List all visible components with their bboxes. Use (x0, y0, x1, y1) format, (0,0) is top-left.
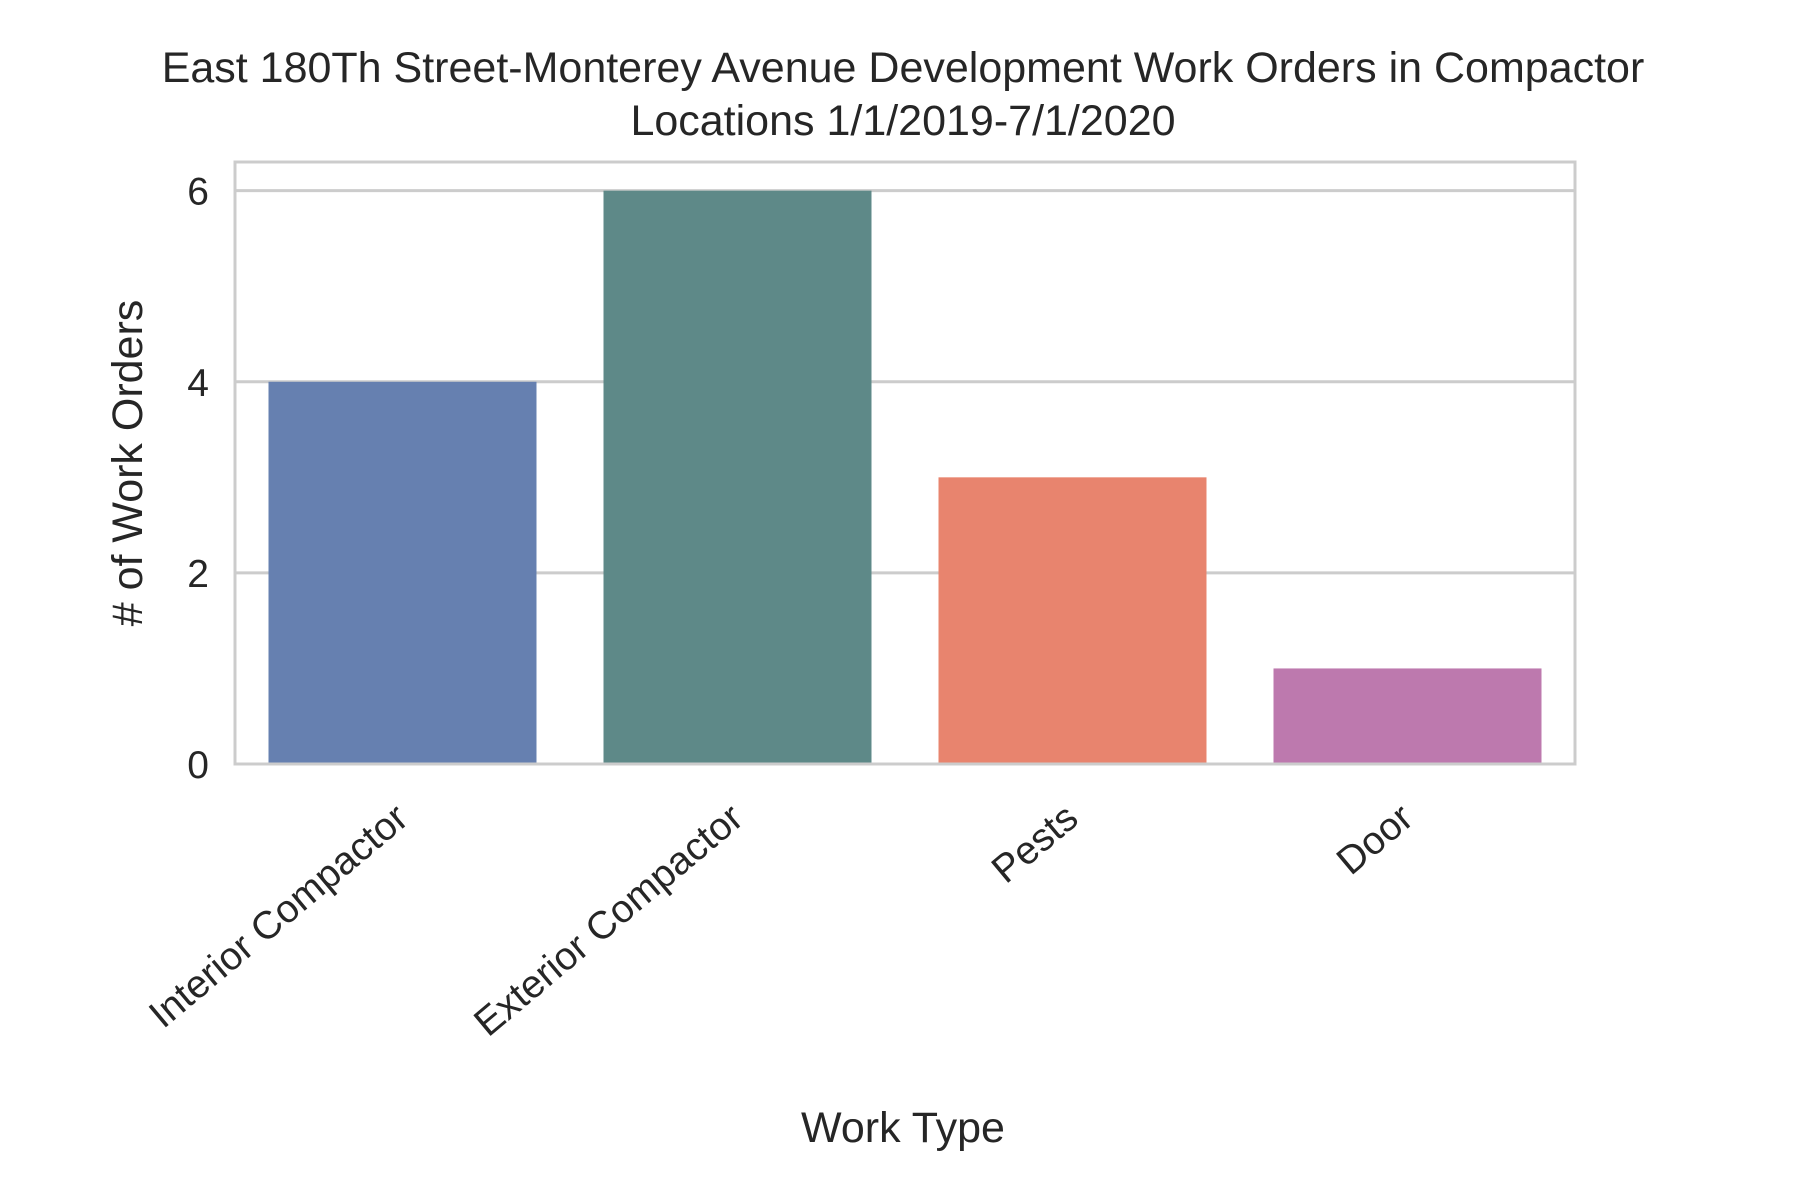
x-tick-label: Interior Compactor (141, 796, 416, 1037)
y-axis-label: # of Work Orders (104, 300, 152, 627)
x-tick-label: Exterior Compactor (466, 796, 751, 1045)
x-axis-label: Work Type (801, 1104, 1005, 1152)
chart-title-line-2: Locations 1/1/2019-7/1/2020 (630, 97, 1175, 145)
x-tick-label: Door (1329, 796, 1421, 883)
bar-pests (938, 477, 1207, 764)
chart-title: East 180Th Street-Monterey Avenue Develo… (162, 44, 1645, 145)
y-tick-label: 0 (187, 744, 209, 787)
x-tick-label: Pests (984, 796, 1086, 892)
bar-interior-compactor (268, 381, 537, 764)
y-tick-label: 2 (187, 553, 209, 596)
x-axis-ticks: Interior Compactor Exterior Compactor Pest… (141, 796, 1421, 1045)
plot-frame (233, 160, 1577, 766)
bar-exterior-compactor (603, 190, 872, 764)
y-axis-ticks: 0 2 4 6 (187, 171, 209, 787)
bar-door (1273, 668, 1542, 764)
bars (268, 190, 1542, 764)
y-tick-label: 6 (187, 171, 209, 214)
chart-title-line-1: East 180Th Street-Monterey Avenue Develo… (162, 44, 1645, 92)
y-tick-label: 4 (187, 362, 209, 405)
